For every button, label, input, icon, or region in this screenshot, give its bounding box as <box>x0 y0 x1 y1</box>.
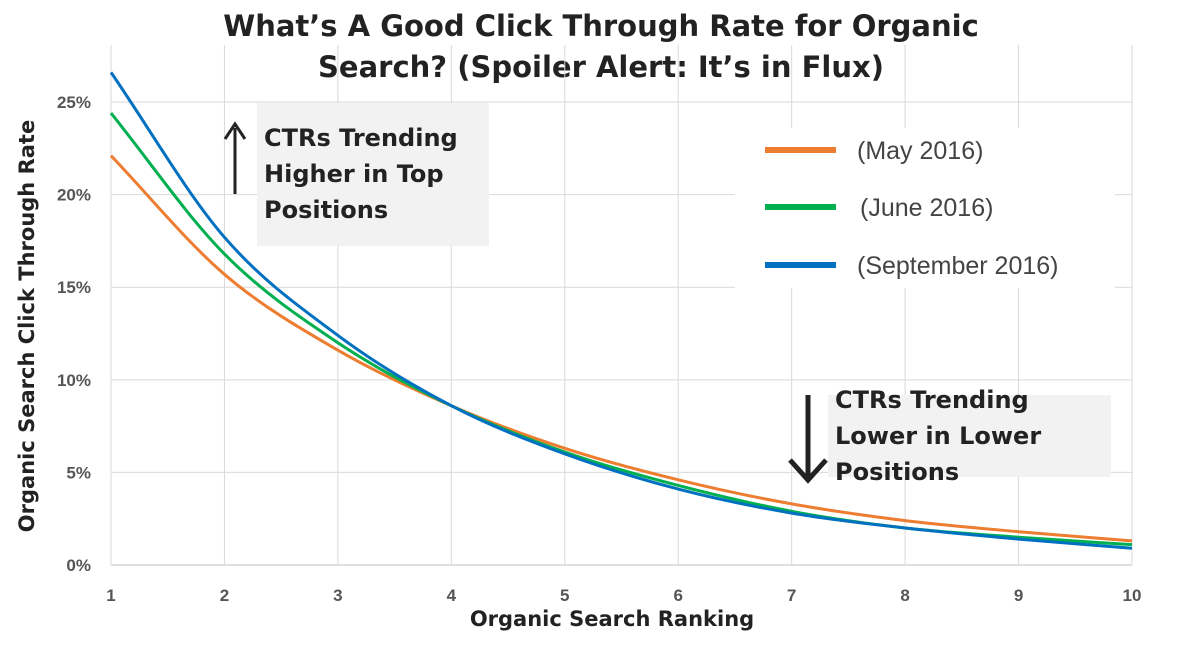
x-tick-label: 9 <box>1014 586 1023 605</box>
annotation-higher-box <box>257 103 489 246</box>
y-tick-label: 15% <box>57 278 91 297</box>
annotation-higher-line-2: Higher in Top <box>264 160 444 188</box>
x-tick-label: 1 <box>106 586 115 605</box>
x-tick-label: 8 <box>900 586 909 605</box>
chart-title-line-2: Search? (Spoiler Alert: It’s in Flux) <box>318 50 884 84</box>
series-lines <box>109 71 1133 550</box>
annotation-lower-box <box>828 395 1111 477</box>
annotation-lower-line-3: Positions <box>835 458 959 486</box>
y-tick-label: 10% <box>57 371 91 390</box>
y-tick-label: 0% <box>66 556 91 575</box>
x-tick-labels: 1 2 3 4 5 6 7 8 9 10 <box>106 586 1141 605</box>
x-tick-label: 5 <box>560 586 569 605</box>
x-tick-label: 10 <box>1123 586 1142 605</box>
y-tick-label: 5% <box>66 463 91 482</box>
legend-label-june-2016: (June 2016) <box>860 194 993 222</box>
annotation-higher-line-1: CTRs Trending <box>264 124 458 152</box>
x-axis-label: Organic Search Ranking <box>470 607 754 631</box>
y-tick-label: 20% <box>57 186 91 205</box>
arrow-up-head <box>223 121 247 140</box>
legend: (May 2016) (June 2016) (September 2016) <box>735 128 1115 288</box>
annotation-higher-top: CTRs Trending Higher in Top Positions <box>223 103 489 246</box>
y-tick-labels: 0% 5% 10% 15% 20% 25% <box>57 93 91 575</box>
x-tick-label: 3 <box>333 586 342 605</box>
legend-label-september-2016: (September 2016) <box>857 252 1059 280</box>
x-tick-label: 4 <box>447 586 457 605</box>
grid-lines <box>110 45 1133 566</box>
annotation-lower-positions: CTRs Trending Lower in Lower Positions <box>788 386 1111 486</box>
annotation-lower-line-1: CTRs Trending <box>835 386 1029 414</box>
series-line-september-2016 <box>109 71 1133 550</box>
series-line-may-2016 <box>109 154 1133 543</box>
x-tick-label: 2 <box>220 586 229 605</box>
chart-title-line-1: What’s A Good Click Through Rate for Org… <box>223 9 979 43</box>
x-tick-label: 7 <box>787 586 796 605</box>
x-tick-label: 6 <box>673 586 682 605</box>
annotation-higher-line-3: Positions <box>264 196 388 224</box>
arrow-down-head <box>788 458 828 484</box>
y-tick-label: 25% <box>57 93 91 112</box>
annotation-lower-line-2: Lower in Lower <box>835 422 1041 450</box>
y-axis-label: Organic Search Click Through Rate <box>15 120 39 532</box>
legend-label-may-2016: (May 2016) <box>857 137 983 165</box>
